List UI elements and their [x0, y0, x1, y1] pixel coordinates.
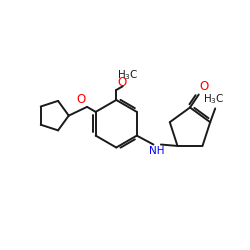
Text: NH: NH — [150, 146, 165, 156]
Text: O: O — [117, 76, 127, 89]
Text: O: O — [77, 93, 86, 106]
Text: H$_3$C: H$_3$C — [203, 93, 225, 106]
Text: H$_3$C: H$_3$C — [117, 68, 138, 82]
Text: O: O — [200, 80, 209, 92]
